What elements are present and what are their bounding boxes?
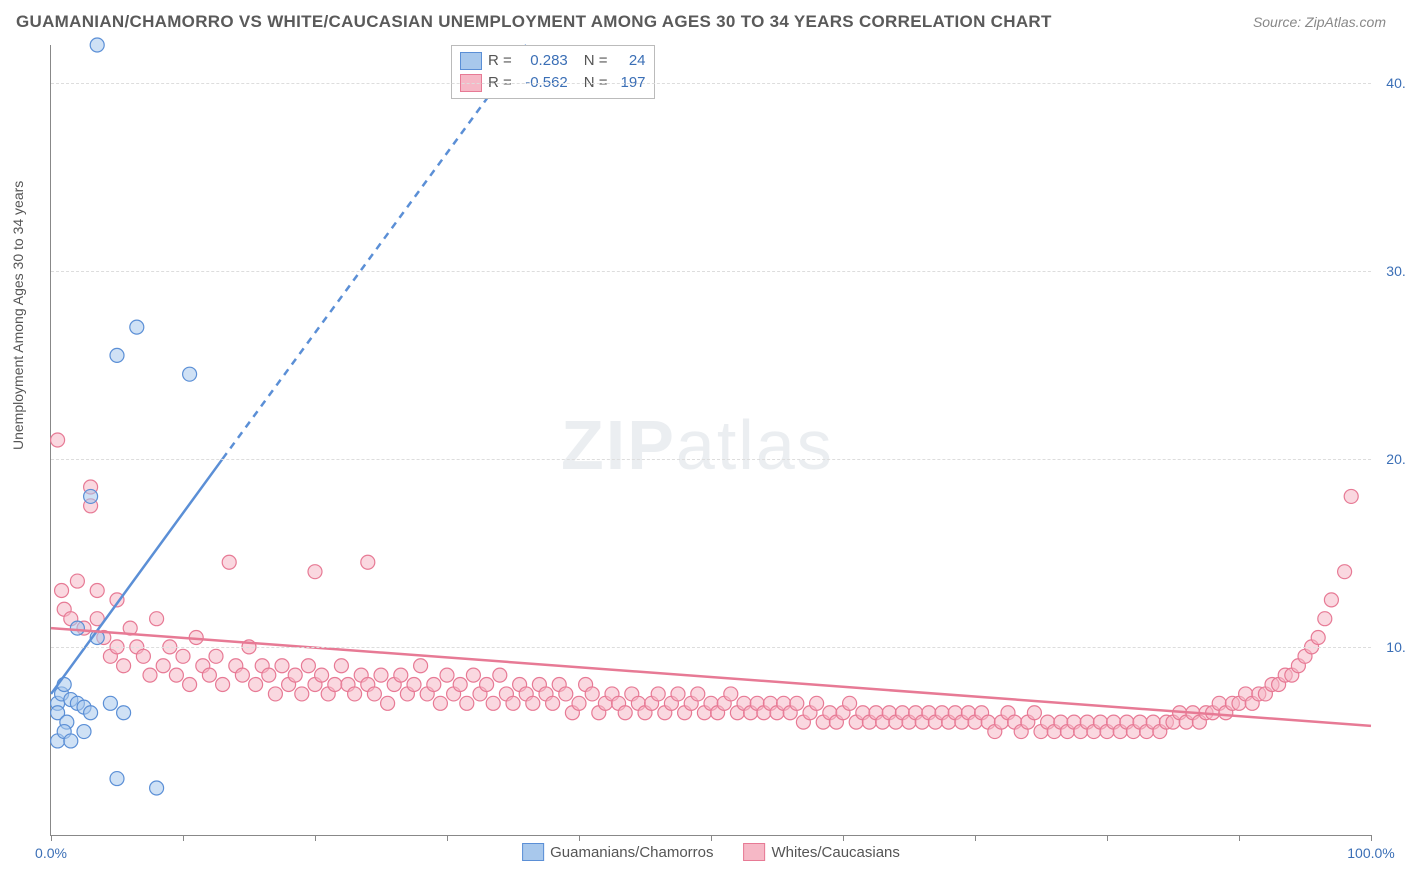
y-axis-label: Unemployment Among Ages 30 to 34 years [10, 181, 26, 450]
xtick [315, 835, 316, 841]
ytick-label: 30.0% [1386, 263, 1406, 279]
xtick [711, 835, 712, 841]
xtick [579, 835, 580, 841]
legend-label-0: Guamanians/Chamorros [550, 844, 713, 861]
swatch-series-0 [460, 52, 482, 70]
xtick [1107, 835, 1108, 841]
legend-item-0: Guamanians/Chamorros [522, 843, 713, 861]
ytick-label: 40.0% [1386, 75, 1406, 91]
xtick [51, 835, 52, 841]
n-value-0: 24 [614, 50, 646, 72]
n-label: N = [584, 50, 608, 72]
gridline-h [51, 83, 1371, 84]
xtick-label: 100.0% [1347, 845, 1394, 861]
plot-area: ZIPatlas R = 0.283 N = 24 R = -0.562 N =… [50, 45, 1371, 836]
r-value-0: 0.283 [518, 50, 568, 72]
ytick-label: 10.0% [1386, 639, 1406, 655]
ytick-label: 20.0% [1386, 451, 1406, 467]
xtick [1239, 835, 1240, 841]
chart-title: GUAMANIAN/CHAMORRO VS WHITE/CAUCASIAN UN… [16, 12, 1052, 32]
swatch-series-0 [522, 843, 544, 861]
series-legend: Guamanians/Chamorros Whites/Caucasians [522, 843, 900, 861]
gridline-h [51, 647, 1371, 648]
xtick [975, 835, 976, 841]
xtick [843, 835, 844, 841]
source-attribution: Source: ZipAtlas.com [1253, 14, 1386, 30]
swatch-series-1 [744, 843, 766, 861]
xtick [183, 835, 184, 841]
xtick-label: 0.0% [35, 845, 67, 861]
stats-legend-row-0: R = 0.283 N = 24 [460, 50, 646, 72]
xtick [447, 835, 448, 841]
stats-legend: R = 0.283 N = 24 R = -0.562 N = 197 [451, 45, 655, 99]
chart-svg [51, 45, 1371, 835]
legend-label-1: Whites/Caucasians [772, 844, 900, 861]
legend-item-1: Whites/Caucasians [744, 843, 900, 861]
xtick [1371, 835, 1372, 841]
gridline-h [51, 459, 1371, 460]
gridline-h [51, 271, 1371, 272]
r-label: R = [488, 50, 512, 72]
